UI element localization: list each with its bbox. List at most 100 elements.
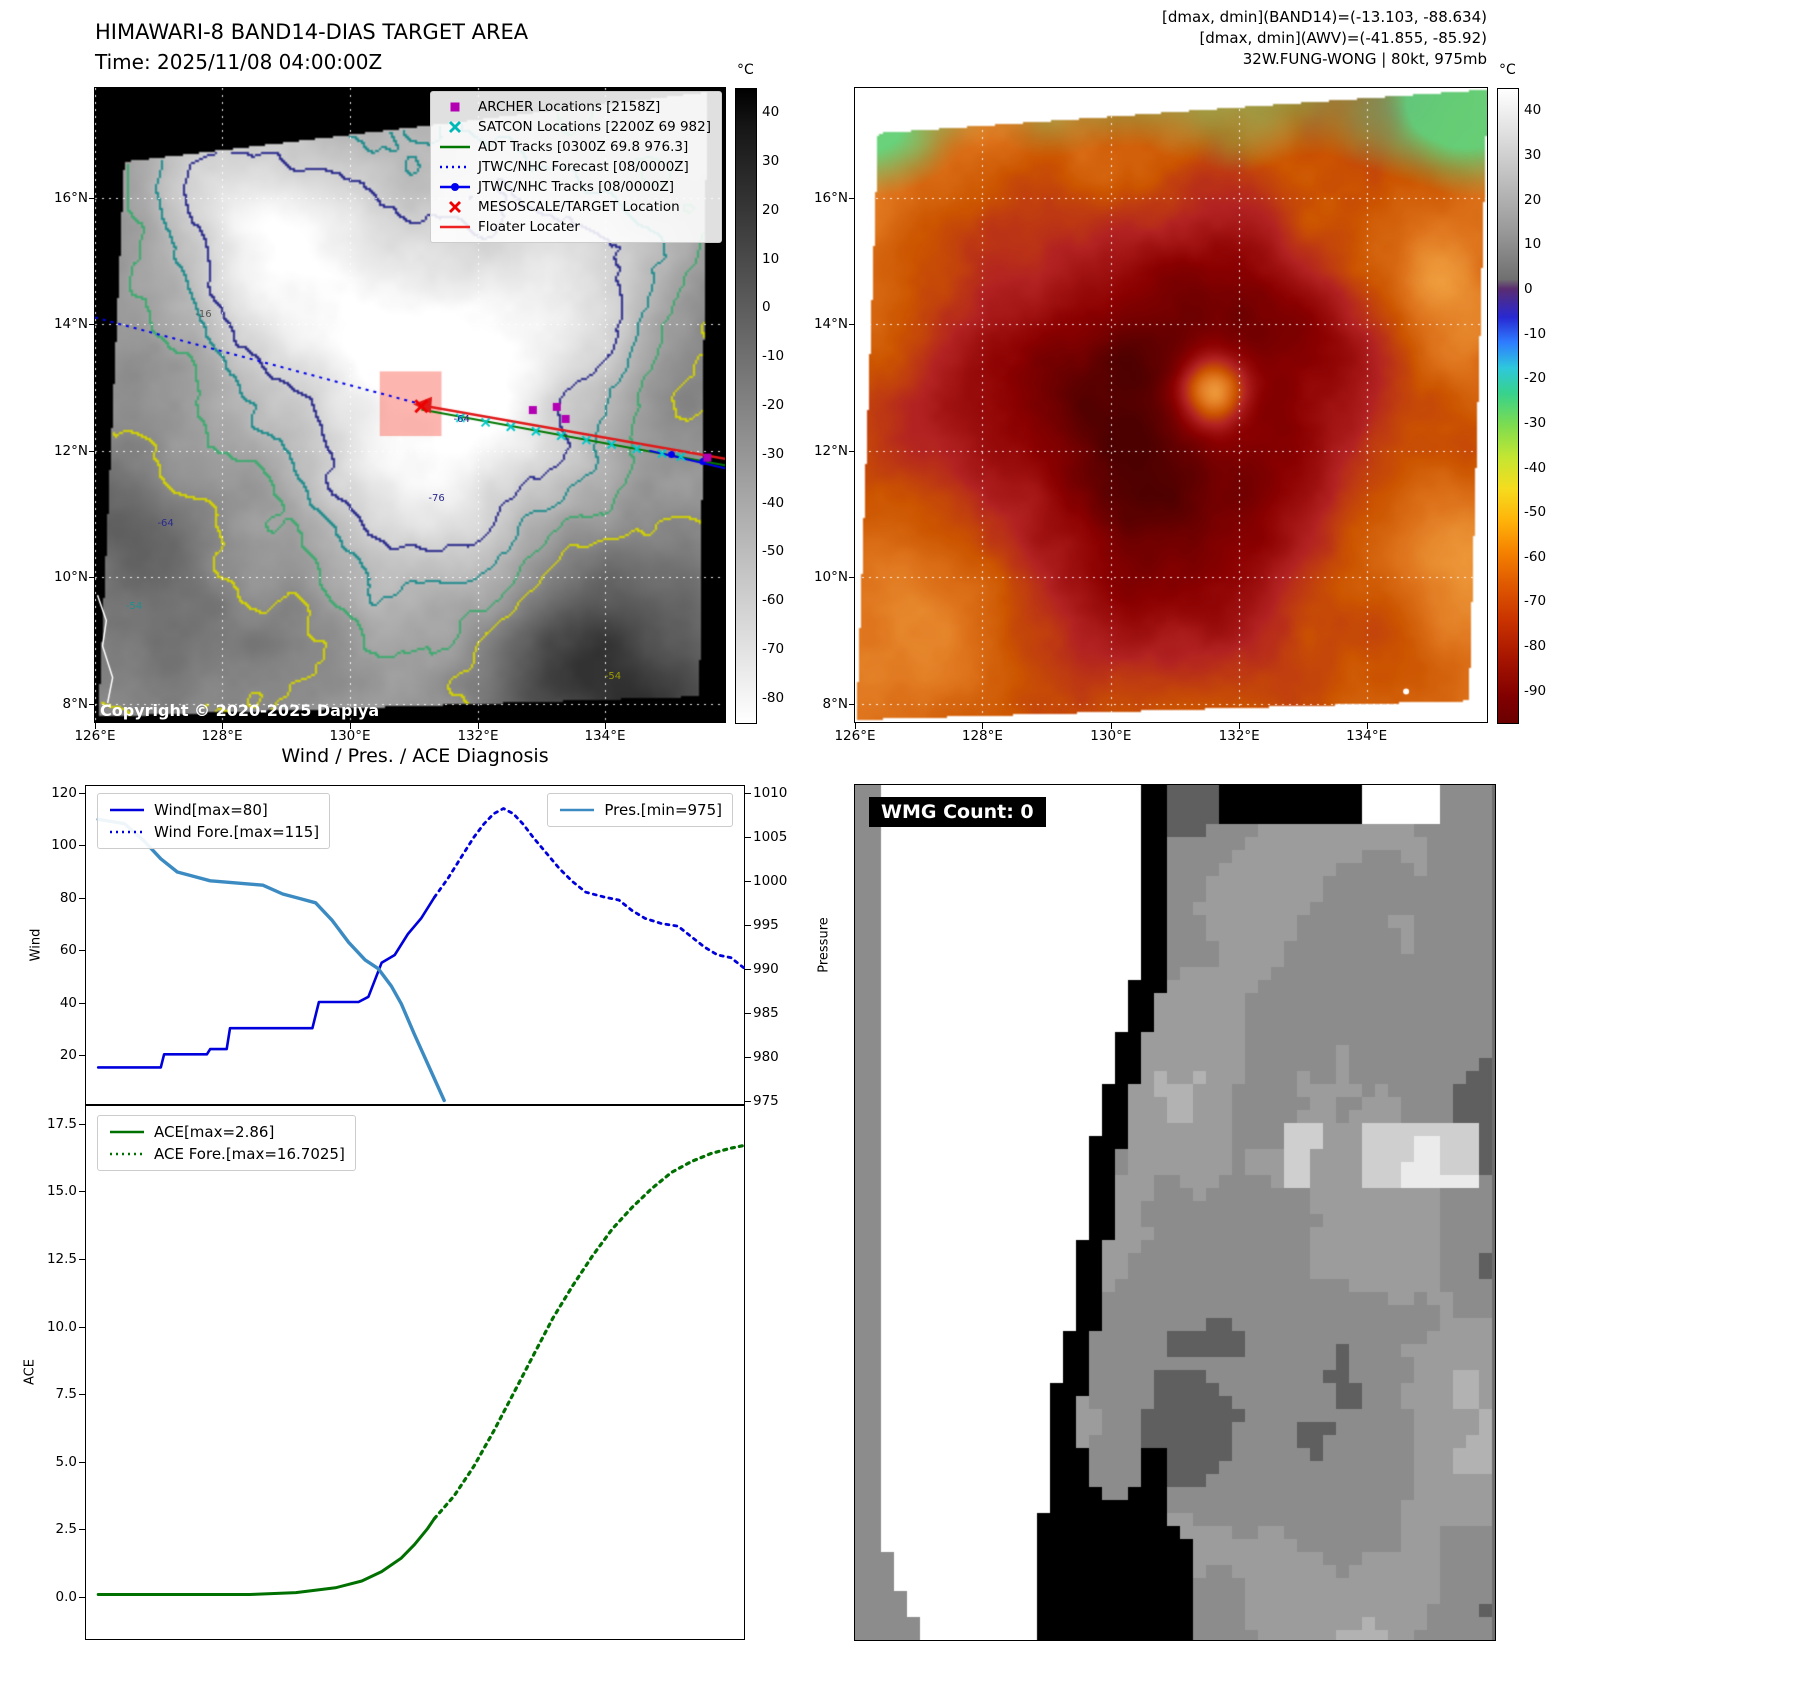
line-dot-marker-icon <box>440 183 470 191</box>
map-legend-label: JTWC/NHC Tracks [08/0000Z] <box>478 179 675 195</box>
tick-label: -20 <box>762 397 785 413</box>
tick-label: 0 <box>1524 280 1533 297</box>
contour-label: -64 <box>453 413 470 425</box>
axis-tick <box>849 197 855 199</box>
tick-label: 10°N <box>813 569 848 586</box>
map-legend-item: ADT Tracks [0300Z 69.8 976.3] <box>438 137 711 157</box>
tick-label: 16°N <box>813 189 848 206</box>
awv-map <box>854 87 1488 723</box>
awv-header-line2: [dmax, dmin](AWV)=(-41.855, -85.92) <box>1199 29 1487 47</box>
axis-tick <box>89 450 95 452</box>
tick-label: -80 <box>762 689 785 706</box>
tick-label: 8°N <box>62 696 88 713</box>
tick-label: 1000 <box>753 873 788 890</box>
map-legend-item: JTWC/NHC Forecast [08/0000Z] <box>438 157 711 177</box>
tick-label: 40 <box>1524 102 1542 119</box>
axis-tick <box>1239 723 1241 729</box>
ace-chart: ACE[max=2.86] ACE Fore.[max=16.7025] <box>85 1105 746 1640</box>
axis-tick <box>79 792 85 794</box>
axis-tick <box>89 704 95 706</box>
tick-label: -50 <box>1524 504 1547 521</box>
map-legend-label: JTWC/NHC Forecast [08/0000Z] <box>478 159 689 175</box>
tick-label: 128°E <box>201 728 243 744</box>
tick-label: 126°E <box>74 728 116 744</box>
axis-tick <box>849 450 855 452</box>
solid-marker-icon <box>560 808 595 812</box>
band14-colorbar <box>735 88 757 724</box>
axis-tick <box>1366 723 1368 729</box>
wmg-canvas <box>855 785 1495 1640</box>
map-legend-label: MESOSCALE/TARGET Location <box>478 199 680 215</box>
band14-time-label: Time: 2025/11/08 04:00:00Z <box>95 50 383 74</box>
axis-tick <box>745 1057 751 1059</box>
band14-map: ARCHER Locations [2158Z] SATCON Locations… <box>94 87 726 723</box>
tick-label: 985 <box>753 1005 779 1022</box>
axis-tick <box>79 845 85 847</box>
axis-tick <box>982 723 984 729</box>
dotted-marker-icon <box>110 830 144 834</box>
tick-label: 0 <box>762 299 771 316</box>
tick-label: 995 <box>753 917 779 934</box>
axis-tick <box>222 723 223 729</box>
tick-label: 10 <box>1524 236 1542 253</box>
tick-label: -40 <box>1524 459 1547 476</box>
axis-tick <box>745 881 751 883</box>
tick-label: 120 <box>51 784 77 801</box>
tick-label: 130°E <box>329 728 371 744</box>
ace-axis-label: ACE <box>22 1359 38 1385</box>
tick-label: -30 <box>762 445 785 462</box>
axis-tick <box>745 792 751 794</box>
contour-label: -16 <box>195 309 212 321</box>
tick-label: -80 <box>1524 638 1547 655</box>
solid-marker-icon <box>440 225 470 229</box>
axis-tick <box>79 1055 85 1057</box>
solid-marker-icon <box>110 1130 144 1134</box>
tick-label: 17.5 <box>46 1115 77 1132</box>
tick-label: -60 <box>762 592 785 609</box>
axis-tick <box>477 723 479 729</box>
tick-label: -10 <box>1524 325 1547 342</box>
contour-label: -76 <box>428 493 445 505</box>
tick-label: 1010 <box>753 784 788 801</box>
chart-legend-item: Wind Fore.[max=115] <box>108 821 319 843</box>
axis-tick <box>95 723 96 729</box>
axis-tick <box>745 1101 751 1103</box>
axis-tick <box>79 1191 85 1193</box>
tick-label: 16°N <box>53 189 88 206</box>
awv-colorbar-unit: °C <box>1499 62 1516 78</box>
tick-label: 30 <box>1524 146 1542 163</box>
axis-tick <box>89 323 95 325</box>
dotted-marker-icon <box>440 165 470 169</box>
chart-legend-label: ACE[max=2.86] <box>154 1123 275 1141</box>
axis-tick <box>79 1002 85 1004</box>
tick-label: 132°E <box>1218 728 1260 744</box>
square-marker-icon <box>450 102 460 112</box>
chart-legend: Pres.[min=975] <box>547 793 733 827</box>
axis-tick <box>79 950 85 952</box>
tick-label: 5.0 <box>55 1453 77 1470</box>
tick-label: -90 <box>1524 682 1547 699</box>
contour-label: -64 <box>157 518 174 530</box>
axis-tick <box>855 723 856 729</box>
tick-label: -70 <box>1524 593 1547 610</box>
tick-label: 980 <box>753 1049 779 1066</box>
series-line <box>432 807 746 970</box>
axis-tick <box>350 723 352 729</box>
tick-label: 10 <box>762 250 780 267</box>
axis-tick <box>849 704 855 706</box>
tick-label: -70 <box>762 640 785 657</box>
solid-marker-icon <box>110 808 144 812</box>
tick-label: 12°N <box>813 442 848 459</box>
axis-tick <box>745 837 751 838</box>
chart-canvas <box>85 1105 746 1640</box>
chart-legend: ACE[max=2.86] ACE Fore.[max=16.7025] <box>97 1115 356 1171</box>
band14-colorbar-unit: °C <box>737 62 754 78</box>
tick-label: 40 <box>762 104 780 121</box>
tick-label: 20 <box>762 201 780 218</box>
chart-legend-label: ACE Fore.[max=16.7025] <box>154 1145 345 1163</box>
axis-tick <box>1110 723 1112 729</box>
x-marker-icon <box>449 121 461 133</box>
series-line <box>96 896 436 1069</box>
axis-tick <box>79 897 85 899</box>
tick-label: 15.0 <box>46 1183 77 1200</box>
